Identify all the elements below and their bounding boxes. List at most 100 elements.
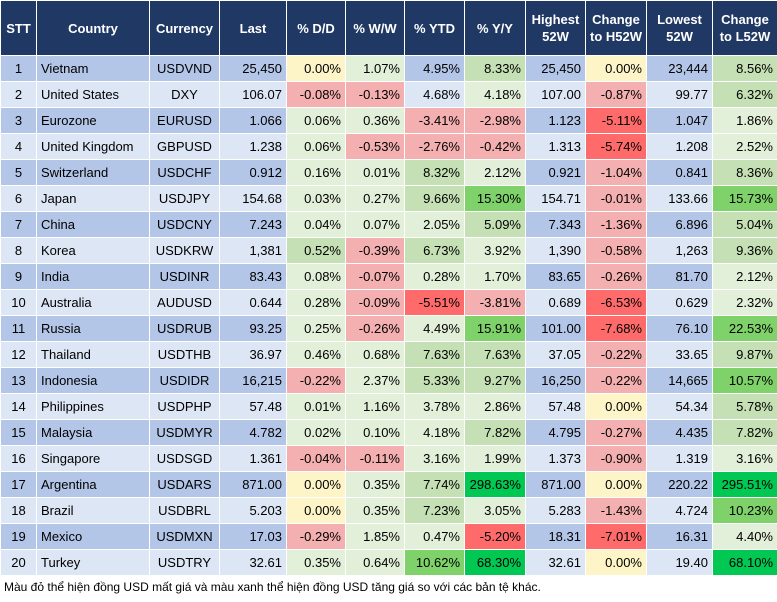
cell-yy: 7.63% [464,341,526,368]
cell-ytd: 4.18% [404,419,465,446]
cell-ytd: 10.62% [404,549,465,576]
cell-stt: 7 [0,211,37,238]
cell-ytd: 7.74% [404,471,465,498]
cell-country: United Kingdom [36,133,150,160]
footnote: Màu đỏ thể hiện đồng USD mất giá và màu … [4,580,541,594]
cell-low52: 6.896 [646,211,713,238]
cell-dd: 0.03% [286,185,346,212]
cell-currency: USDIDR [149,367,220,394]
cell-dd: 0.46% [286,341,346,368]
cell-yy: -2.98% [464,107,526,134]
cell-h52: 0.00% [585,393,647,420]
cell-ytd: 4.49% [404,315,465,342]
cell-low52: 33.65 [646,341,713,368]
cell-ww: 2.37% [345,367,405,394]
table-row: 7 China USDCNY 7.243 0.04% 0.07% 2.05% 5.09% 7.3… [0,211,777,238]
cell-currency: AUDUSD [149,289,220,316]
cell-country: Singapore [36,445,150,472]
cell-low52: 0.841 [646,159,713,186]
cell-dd: 0.08% [286,263,346,290]
cell-country: Thailand [36,341,150,368]
cell-h52: -1.43% [585,497,647,524]
cell-h52: -1.04% [585,159,647,186]
cell-stt: 8 [0,237,37,264]
table-row: 1 Vietnam USDVND 25,450 0.00% 1.07% 4.95% 8.33%… [0,55,777,82]
cell-dd: 0.00% [286,471,346,498]
cell-ytd: 8.32% [404,159,465,186]
cell-last: 17.03 [219,523,287,550]
cell-ytd: 3.78% [404,393,465,420]
cell-ww: -0.07% [345,263,405,290]
cell-currency: USDMXN [149,523,220,550]
cell-stt: 3 [0,107,37,134]
cell-stt: 13 [0,367,37,394]
cell-dd: -0.22% [286,367,346,394]
cell-high52: 1.313 [525,133,586,160]
cell-last: 106.07 [219,81,287,108]
cell-l52: 295.51% [712,471,777,498]
cell-high52: 16,250 [525,367,586,394]
cell-l52: 10.57% [712,367,777,394]
column-header-text: Currency [155,20,214,36]
cell-l52: 5.04% [712,211,777,238]
cell-currency: USDTHB [149,341,220,368]
cell-ww: -0.26% [345,315,405,342]
cell-last: 1,381 [219,237,287,264]
cell-ww: -0.53% [345,133,405,160]
cell-ww: 0.07% [345,211,405,238]
column-header-h52: Change to H52W [585,0,647,56]
table-row: 2 United States DXY 106.07 -0.08% -0.13% 4.68%… [0,81,777,108]
cell-dd: 0.28% [286,289,346,316]
cell-ww: 1.07% [345,55,405,82]
cell-high52: 57.48 [525,393,586,420]
column-header-l52: Change to L52W [712,0,777,56]
cell-ytd: 7.63% [404,341,465,368]
cell-ww: 0.10% [345,419,405,446]
table-row: 9 India USDINR 83.43 0.08% -0.07% 0.28% 1.70% 83… [0,263,777,290]
cell-stt: 1 [0,55,37,82]
column-header-text: % YTD [414,20,455,36]
cell-h52: -0.90% [585,445,647,472]
fx-table: STT Country Currency Last % D/D % W/W % YTD % Y… [0,0,777,576]
cell-yy: 2.12% [464,159,526,186]
cell-yy: 298.63% [464,471,526,498]
cell-last: 0.644 [219,289,287,316]
cell-l52: 6.32% [712,81,777,108]
cell-ytd: 7.23% [404,497,465,524]
cell-yy: 15.30% [464,185,526,212]
cell-last: 7.243 [219,211,287,238]
cell-h52: 0.00% [585,549,647,576]
cell-h52: -0.87% [585,81,647,108]
cell-high52: 0.921 [525,159,586,186]
cell-currency: USDTRY [149,549,220,576]
cell-ww: 0.27% [345,185,405,212]
column-header-text: Lowest [657,12,702,27]
cell-yy: 5.09% [464,211,526,238]
cell-l52: 9.87% [712,341,777,368]
cell-high52: 4.795 [525,419,586,446]
cell-last: 0.912 [219,159,287,186]
cell-low52: 23,444 [646,55,713,82]
column-header-text: 52W [666,29,693,44]
column-header-text: Change [592,12,640,27]
column-header-currency: Currency [149,0,220,56]
cell-currency: USDARS [149,471,220,498]
cell-stt: 5 [0,159,37,186]
cell-dd: 0.52% [286,237,346,264]
cell-h52: -6.53% [585,289,647,316]
cell-h52: -1.36% [585,211,647,238]
cell-high52: 154.71 [525,185,586,212]
cell-yy: 3.92% [464,237,526,264]
cell-last: 154.68 [219,185,287,212]
column-header-text: 52W [542,29,569,44]
table-row: 20 Turkey USDTRY 32.61 0.35% 0.64% 10.62% 68.30… [0,549,777,576]
cell-country: Malaysia [36,419,150,446]
cell-yy: 68.30% [464,549,526,576]
cell-ytd: -5.51% [404,289,465,316]
cell-h52: -0.01% [585,185,647,212]
cell-yy: 3.05% [464,497,526,524]
table-row: 19 Mexico USDMXN 17.03 -0.29% 1.85% 0.47% -5.20… [0,523,777,550]
table-row: 14 Philippines USDPHP 57.48 0.01% 1.16% 3.78% 2… [0,393,777,420]
cell-stt: 6 [0,185,37,212]
cell-yy: -3.81% [464,289,526,316]
